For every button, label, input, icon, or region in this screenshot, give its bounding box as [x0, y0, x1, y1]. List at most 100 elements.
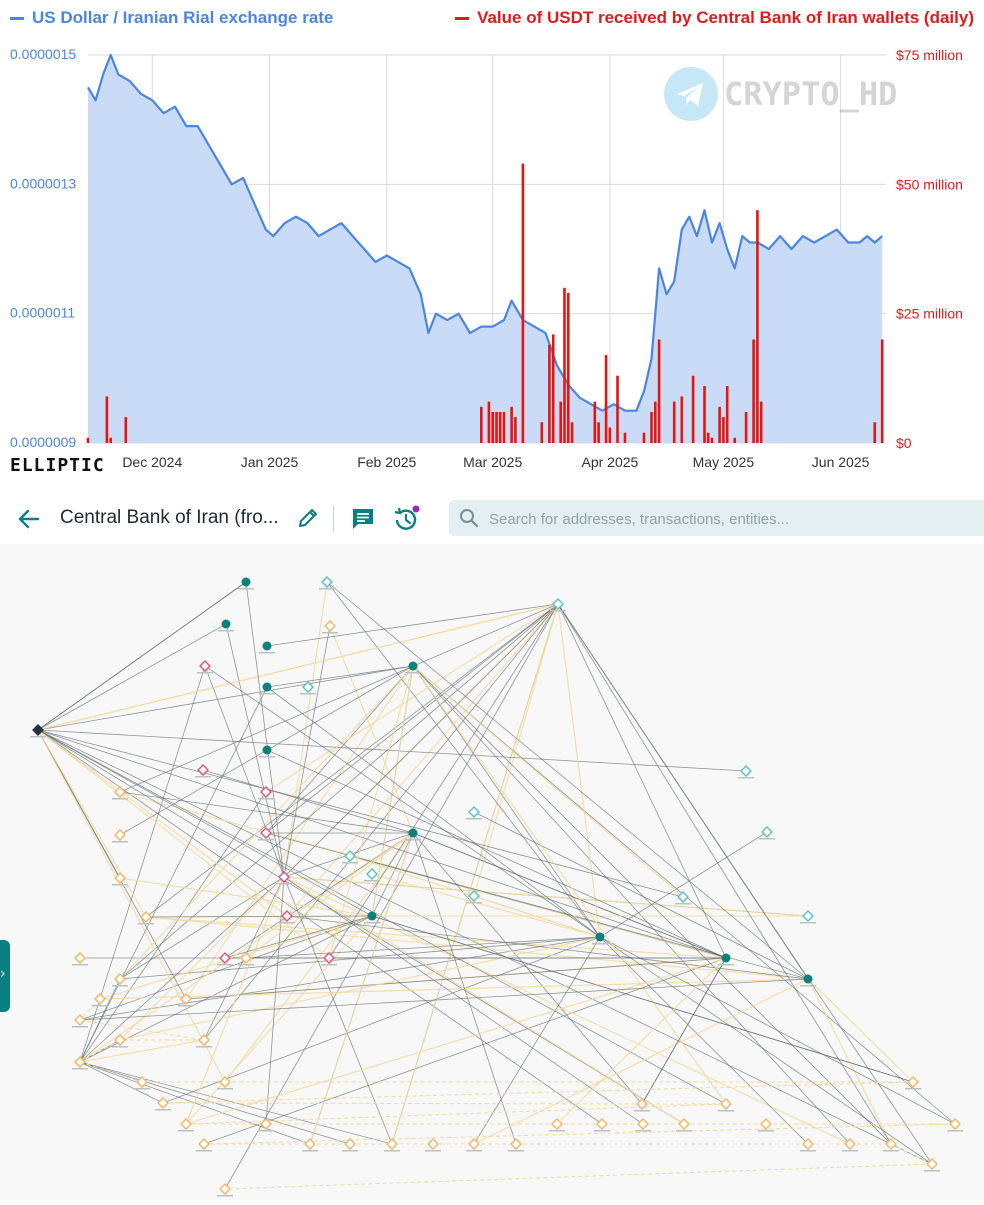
- graph-edge[interactable]: [225, 623, 285, 878]
- graph-node[interactable]: [278, 871, 290, 883]
- graph-node[interactable]: [114, 1034, 126, 1046]
- graph-edge[interactable]: [599, 936, 809, 1145]
- graph-node[interactable]: [241, 577, 251, 587]
- graph-edge[interactable]: [37, 623, 227, 731]
- graph-edge[interactable]: [203, 1123, 956, 1145]
- graph-edge[interactable]: [79, 1061, 164, 1104]
- graph-edge[interactable]: [412, 665, 601, 938]
- graph-node[interactable]: [180, 993, 192, 1005]
- graph-edge[interactable]: [245, 832, 414, 959]
- graph-edge[interactable]: [557, 603, 892, 1145]
- graph-edge[interactable]: [185, 665, 414, 1000]
- graph-edge[interactable]: [412, 665, 684, 898]
- graph-node[interactable]: [844, 1138, 856, 1150]
- graph-node[interactable]: [949, 1118, 961, 1130]
- arrow-left-icon[interactable]: [16, 506, 42, 532]
- graph-edge[interactable]: [185, 1103, 727, 1125]
- graph-node[interactable]: [240, 952, 252, 964]
- graph-node[interactable]: [595, 932, 605, 942]
- graph-edge[interactable]: [185, 957, 727, 1125]
- graph-edge[interactable]: [412, 832, 727, 959]
- graph-edge[interactable]: [283, 625, 331, 878]
- graph-edge[interactable]: [79, 915, 373, 1021]
- graph-edge[interactable]: [245, 581, 285, 878]
- graph-edge[interactable]: [283, 603, 559, 878]
- graph-edge[interactable]: [204, 665, 285, 878]
- graph-node[interactable]: [551, 1118, 563, 1130]
- graph-node[interactable]: [926, 1158, 938, 1170]
- graph-node[interactable]: [468, 1138, 480, 1150]
- graph-edge[interactable]: [37, 603, 559, 731]
- search-bar[interactable]: [449, 500, 984, 538]
- graph-node[interactable]: [427, 1138, 439, 1150]
- expand-panel-tab[interactable]: ›: [0, 940, 10, 1012]
- graph-node[interactable]: [74, 1014, 86, 1026]
- graph-node[interactable]: [74, 1056, 86, 1068]
- graph-edge[interactable]: [37, 729, 727, 959]
- graph-edge[interactable]: [79, 1039, 205, 1063]
- graph-edge[interactable]: [37, 581, 247, 731]
- graph-edge[interactable]: [412, 665, 727, 1105]
- graph-edge[interactable]: [328, 665, 414, 959]
- graph-node[interactable]: [221, 619, 231, 629]
- graph-node[interactable]: [262, 641, 272, 651]
- graph-edge[interactable]: [119, 665, 414, 980]
- graph-node[interactable]: [114, 872, 126, 884]
- graph-edge[interactable]: [37, 729, 727, 1105]
- graph-edge[interactable]: [266, 603, 559, 647]
- graph-node[interactable]: [468, 806, 480, 818]
- graph-edge[interactable]: [557, 603, 601, 938]
- graph-edge[interactable]: [119, 791, 414, 834]
- graph-node[interactable]: [94, 993, 106, 1005]
- graph-node[interactable]: [260, 1118, 272, 1130]
- graph-node[interactable]: [114, 786, 126, 798]
- graph-edge[interactable]: [202, 769, 414, 834]
- graph-node[interactable]: [32, 724, 44, 736]
- graph-edge[interactable]: [245, 936, 601, 959]
- graph-edge[interactable]: [79, 791, 267, 1063]
- graph-edge[interactable]: [37, 729, 330, 959]
- graph-edge[interactable]: [412, 832, 643, 1105]
- graph-node[interactable]: [74, 952, 86, 964]
- graph-edge[interactable]: [37, 665, 414, 731]
- graph-node[interactable]: [803, 974, 813, 984]
- graph-edge[interactable]: [371, 665, 414, 917]
- graph-edge[interactable]: [79, 832, 414, 1063]
- graph-edge[interactable]: [99, 978, 809, 1000]
- graph-edge[interactable]: [37, 729, 373, 917]
- graph-edge[interactable]: [99, 915, 373, 1000]
- graph-edge[interactable]: [145, 603, 559, 918]
- graph-node[interactable]: [260, 786, 272, 798]
- graph-edge[interactable]: [119, 603, 559, 793]
- graph-edge[interactable]: [79, 876, 285, 1063]
- graph-node[interactable]: [114, 973, 126, 985]
- graph-edge[interactable]: [265, 876, 285, 1125]
- graph-edge[interactable]: [286, 603, 559, 917]
- graph-edge[interactable]: [412, 832, 517, 1145]
- graph-node[interactable]: [323, 952, 335, 964]
- graph-edge[interactable]: [283, 876, 644, 1125]
- graph-edge[interactable]: [224, 915, 373, 959]
- graph-node[interactable]: [262, 682, 272, 692]
- graph-edge[interactable]: [203, 957, 727, 1145]
- graph-node[interactable]: [677, 891, 689, 903]
- graph-edge[interactable]: [266, 749, 727, 959]
- graph-node[interactable]: [140, 911, 152, 923]
- graph-edge[interactable]: [412, 665, 851, 1145]
- graph-edge[interactable]: [473, 978, 809, 1145]
- graph-node[interactable]: [721, 953, 731, 963]
- graph-edge[interactable]: [145, 915, 373, 918]
- graph-edge[interactable]: [328, 603, 559, 959]
- graph-edge[interactable]: [265, 832, 809, 980]
- transaction-graph-canvas[interactable]: [0, 544, 984, 1200]
- graph-edge[interactable]: [557, 603, 727, 959]
- graph-node[interactable]: [260, 827, 272, 839]
- graph-node[interactable]: [302, 681, 314, 693]
- graph-edge[interactable]: [162, 936, 601, 1104]
- graph-node[interactable]: [802, 1138, 814, 1150]
- graph-edge[interactable]: [37, 729, 147, 918]
- graph-node[interactable]: [907, 1076, 919, 1088]
- graph-node[interactable]: [197, 764, 209, 776]
- graph-edge[interactable]: [119, 877, 373, 917]
- graph-edge[interactable]: [119, 936, 601, 1041]
